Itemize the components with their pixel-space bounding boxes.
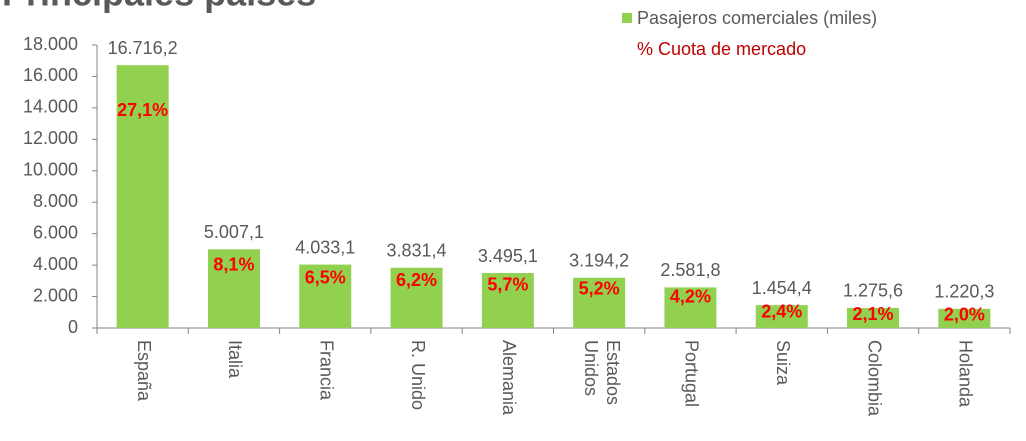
x-tick-label: Francia [317,340,337,401]
y-tick-label: 4.000 [33,254,78,274]
value-label: 1.220,3 [934,282,994,302]
bar [481,273,534,328]
x-tick-label: Portugal [682,340,702,407]
x-tick-label: Suiza [773,340,793,386]
bar [390,267,443,328]
x-tick-label: EstadosUnidos [581,340,623,405]
chart-title: Principales países [2,0,316,14]
value-label: 3.495,1 [478,246,538,266]
share-label: 2,1% [853,304,894,324]
x-tick-label: España [134,340,154,402]
y-tick-label: 8.000 [33,191,78,211]
value-label: 3.194,2 [569,251,629,271]
y-tick-label: 18.000 [23,34,78,54]
share-label: 6,2% [396,270,437,290]
share-label: 27,1% [117,100,168,120]
value-label: 16.716,2 [108,38,178,58]
legend-swatch [622,13,632,23]
x-tick-label: Italia [225,340,245,379]
value-label: 2.581,8 [660,260,720,280]
bar [755,305,808,328]
value-label: 5.007,1 [204,222,264,242]
value-label: 1.275,6 [843,281,903,301]
y-tick-label: 6.000 [33,222,78,242]
y-tick-label: 0 [68,317,78,337]
share-label: 2,4% [761,302,802,322]
bar [116,65,169,328]
x-tick-label: R. Unido [408,340,428,410]
share-label: 5,7% [487,275,528,295]
bar [847,307,900,328]
legend-label: % Cuota de mercado [637,39,806,59]
y-tick-label: 10.000 [23,160,78,180]
value-label: 4.033,1 [295,237,355,257]
x-tick-label: Alemania [499,340,519,416]
y-tick-label: 14.000 [23,97,78,117]
bar [938,308,991,328]
share-label: 2,0% [944,305,985,325]
y-tick-label: 16.000 [23,65,78,85]
bar [664,287,717,328]
value-label: 3.831,4 [387,241,447,261]
bar [573,277,626,328]
x-tick-label: Colombia [864,340,884,417]
share-label: 8,1% [213,255,254,275]
share-label: 5,2% [579,279,620,299]
share-label: 6,5% [305,267,346,287]
value-label: 1.454,4 [752,278,812,298]
legend-label: Pasajeros comerciales (miles) [637,8,877,28]
y-tick-label: 12.000 [23,128,78,148]
y-tick-label: 2.000 [33,285,78,305]
share-label: 4,2% [670,287,711,307]
x-tick-label: Holanda [956,340,976,408]
bar [299,264,352,328]
bar [207,249,260,328]
